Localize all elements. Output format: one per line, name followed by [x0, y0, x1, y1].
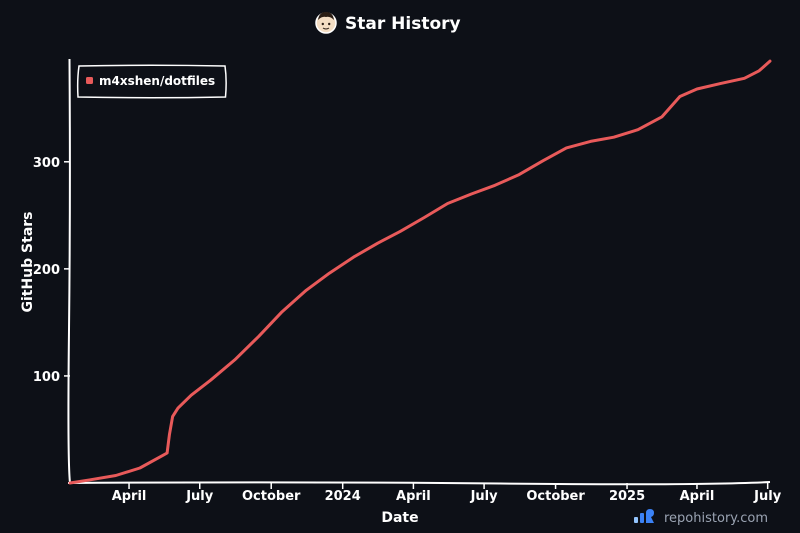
- y-axis-line: [67, 58, 71, 484]
- legend-entry-label: m4xshen/dotfiles: [99, 74, 215, 88]
- x-tick-label: April: [112, 489, 147, 504]
- x-axis-line: [67, 481, 771, 486]
- legend-swatch: [86, 77, 93, 84]
- y-tick-group: 100 200 300: [33, 156, 70, 385]
- x-tick-group: April July October 2024 April July October 2025…: [112, 483, 782, 504]
- series-line-m4xshen-dotfiles: [68, 59, 772, 485]
- x-tick-label: 2025: [609, 489, 645, 504]
- x-tick-label: October: [526, 489, 585, 504]
- watermark: repohistory.com: [634, 509, 768, 526]
- y-tick-label: 100: [33, 370, 60, 385]
- x-tick-label: 2024: [325, 489, 361, 504]
- avatar-face-icon: [315, 12, 337, 34]
- chart-title-group: Star History: [315, 12, 461, 34]
- legend-box: [76, 64, 227, 99]
- x-axis-label: Date: [381, 510, 418, 526]
- x-tick-label: October: [242, 489, 301, 504]
- y-tick-label: 200: [33, 263, 60, 278]
- y-tick-label: 300: [33, 156, 60, 171]
- x-tick-label: April: [396, 489, 431, 504]
- watermark-text: repohistory.com: [664, 511, 768, 526]
- x-tick-label: July: [470, 489, 499, 504]
- x-tick-label: April: [680, 489, 715, 504]
- y-axis-label: GitHub Stars: [20, 211, 36, 312]
- chart-title: Star History: [345, 14, 461, 34]
- legend: m4xshen/dotfiles: [76, 64, 227, 99]
- x-tick-label: July: [753, 489, 782, 504]
- x-tick-label: July: [185, 489, 214, 504]
- bar-chart-logo-icon: [634, 509, 654, 523]
